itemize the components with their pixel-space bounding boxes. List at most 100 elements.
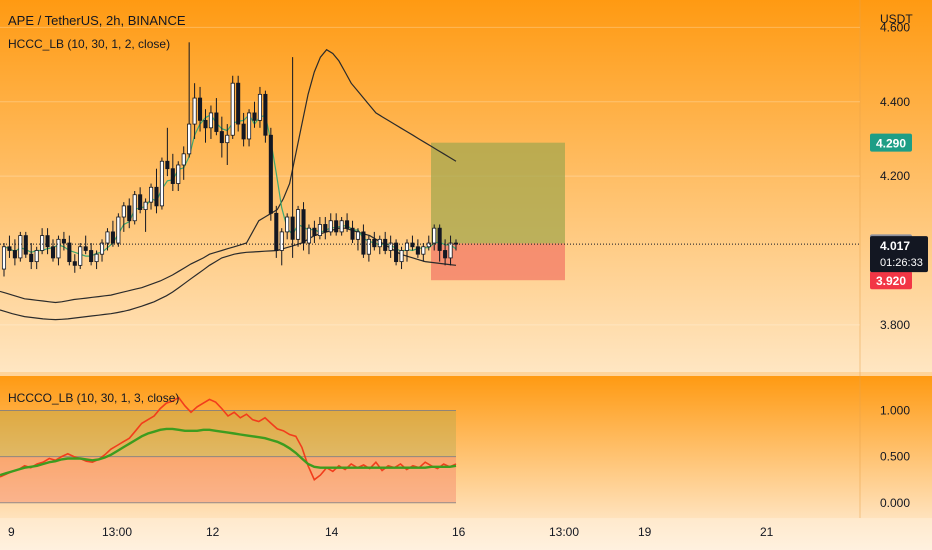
candle-body [252,112,257,121]
candle [78,243,83,270]
main-indicator-label[interactable]: HCCC_LB (10, 30, 1, 2, close) [8,37,170,51]
candle-body [23,235,28,255]
candle-body [268,134,273,214]
candle-body [301,209,306,244]
candle [437,224,442,262]
candle-body [241,123,246,140]
candle-body [45,235,50,248]
time-axis-background [0,518,932,550]
candle [252,101,257,128]
candle-body [192,97,197,125]
candle [50,239,56,262]
price-tick-label: 4.200 [880,169,910,183]
candle-body [78,246,83,266]
current-badge-value: 4.017 [880,239,910,253]
candle [290,57,295,258]
osc-lower-zone [0,456,456,503]
candle-body [181,153,186,166]
price-tick-label: 3.800 [880,318,910,332]
candle-body [176,164,181,184]
candle [230,75,235,139]
osc-slow-line [0,427,457,477]
oscillator-indicator-label[interactable]: HCCCO_LB (10, 30, 1, 3, close) [8,391,179,405]
candle [110,220,115,247]
candle-body [421,246,426,255]
time-axis-labels: 9 13:00 12 14 16 13:00 19 21 [8,525,774,539]
candle-body [34,250,39,263]
candle [301,202,306,251]
candle [105,228,110,251]
price-axis-ticks: 4.600 4.400 4.200 3.800 [880,20,910,331]
osc-tick-label: 0.000 [880,496,910,510]
time-label: 9 [8,525,15,539]
candle [383,231,388,255]
candle-body [56,238,61,259]
time-label: 13:00 [549,525,579,539]
candle [61,231,66,251]
current-badge-countdown: 01:26:33 [880,257,923,269]
candle [12,239,17,266]
candle [306,224,311,255]
current-badge-box [870,236,928,273]
candle [361,224,366,258]
candle-body [89,250,94,263]
candle-body [203,119,208,129]
time-label: 19 [638,525,652,539]
candle-body [219,131,224,144]
time-label: 13:00 [102,525,132,539]
candle [94,250,99,270]
candle-body [443,250,448,259]
candle-body [61,238,66,244]
candle-body [388,242,393,251]
candle-body [328,220,333,233]
candle-body [105,231,110,244]
candle [432,224,437,251]
candle [18,231,23,262]
candle [263,90,268,143]
candle-body [274,212,279,251]
candle [323,217,328,240]
candle [225,124,230,165]
candle [443,239,448,266]
price-tick-label: 4.600 [880,20,910,34]
candle [339,217,344,236]
candle [40,228,45,255]
candle-body [383,238,388,251]
candle-body [50,246,56,259]
candle [176,161,181,191]
candle [121,202,126,232]
candle-body [404,242,410,251]
candle-body [285,216,290,233]
currency-label: USDT [880,12,913,26]
candle [415,239,420,258]
candle-body [366,238,371,255]
pane-separator[interactable] [0,372,932,376]
candle-body [121,205,126,218]
candle-body [394,242,399,263]
candle [170,153,175,191]
candle [34,246,39,270]
candle-body [110,231,115,244]
candle-body [247,112,252,140]
candle [72,254,77,273]
candle-body [355,231,361,240]
candle-body [345,220,350,229]
candlesticks [1,42,459,277]
stop-price-badge: 3.920 [870,271,912,290]
candle [236,75,241,132]
candle-body [154,186,159,207]
position-zones [431,142,565,281]
candle-body [323,224,328,233]
candle [421,243,426,262]
candle [45,228,50,255]
candle-body [170,168,175,184]
candle-body [279,231,284,251]
target-badge-value: 4.290 [876,137,906,151]
target-badge-box [870,133,912,152]
candle-body [127,205,132,222]
loss-zone[interactable] [431,243,565,281]
candle-body [290,216,295,240]
price-tick-label: 4.400 [880,95,910,109]
